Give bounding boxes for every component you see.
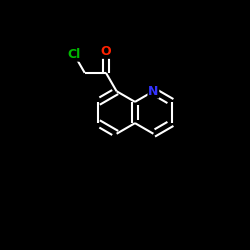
Text: Cl: Cl <box>68 48 81 61</box>
Text: O: O <box>101 45 111 58</box>
Text: N: N <box>148 85 158 98</box>
